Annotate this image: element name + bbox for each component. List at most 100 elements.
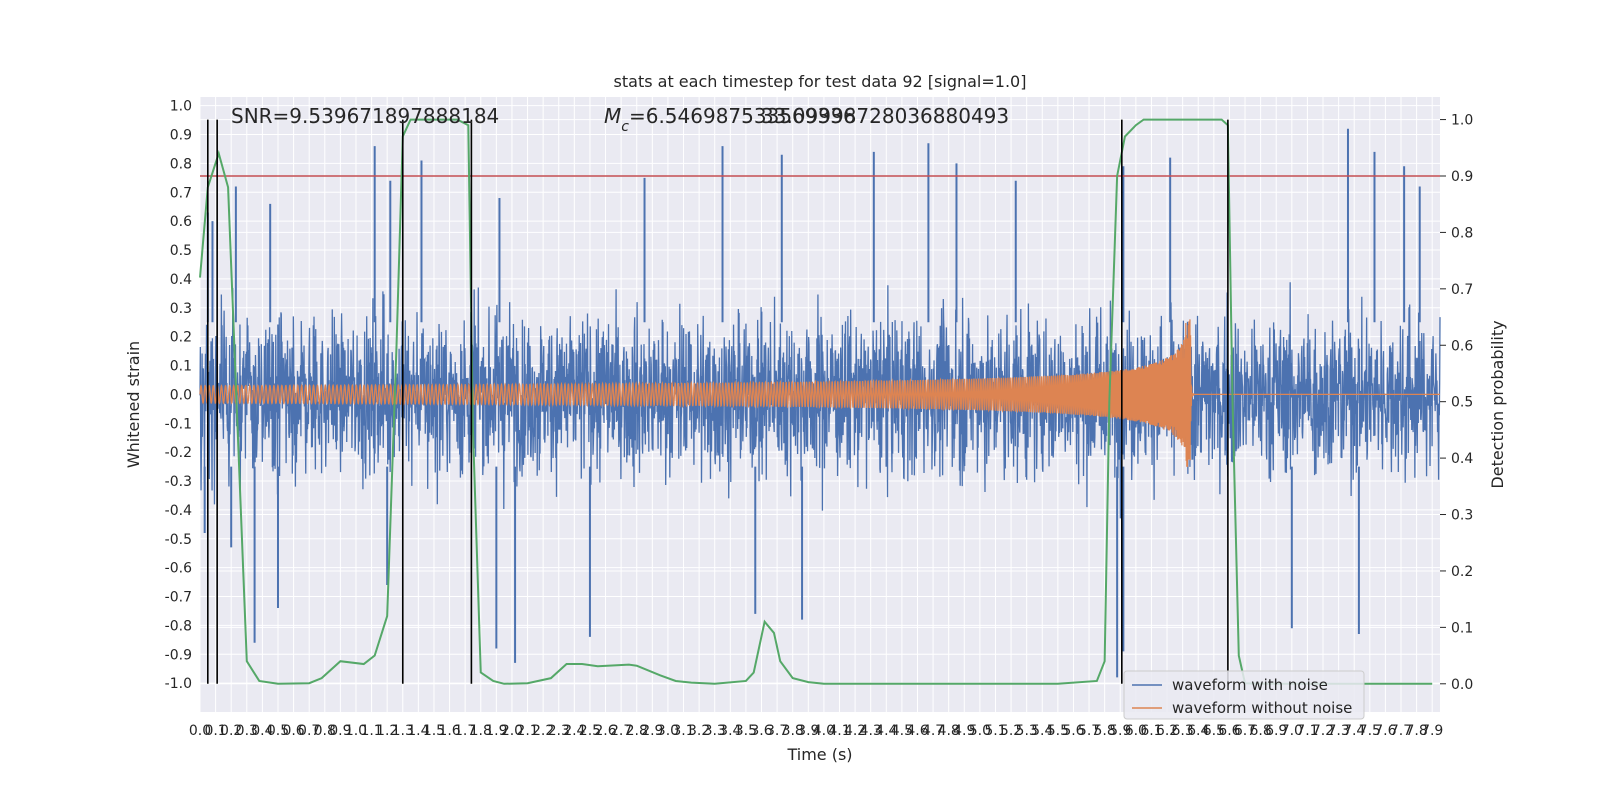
x-tick-label: 5.6 bbox=[1062, 723, 1084, 739]
x-tick-label: 7.7 bbox=[1390, 723, 1412, 739]
y-right-tick-label: 0.1 bbox=[1451, 620, 1473, 636]
x-tick-label: 0.7 bbox=[298, 723, 320, 739]
probability-series bbox=[199, 118, 1433, 685]
x-tick-label: 1.5 bbox=[423, 723, 445, 739]
x-tick-label: 7.6 bbox=[1374, 723, 1396, 739]
x-tick-label: 5.9 bbox=[1109, 723, 1131, 739]
x-tick-label: 6.5 bbox=[1203, 723, 1225, 739]
x-tick-label: 2.6 bbox=[594, 723, 616, 739]
y-tick-label: 0.0 bbox=[170, 387, 192, 403]
x-tick-label: 7.5 bbox=[1359, 723, 1381, 739]
x-tick-label: 0.4 bbox=[251, 723, 273, 739]
x-tick-label: 4.6 bbox=[906, 723, 928, 739]
x-tick-label: 1.6 bbox=[438, 723, 460, 739]
x-tick-label: 0.1 bbox=[204, 723, 226, 739]
y-tick-label: -0.7 bbox=[165, 590, 192, 606]
y-tick-label: 0.1 bbox=[170, 359, 192, 375]
x-tick-label: 7.3 bbox=[1327, 723, 1349, 739]
x-tick-label: 0.8 bbox=[314, 723, 336, 739]
mc-subscript: c bbox=[621, 119, 629, 135]
y-tick-label: -0.9 bbox=[165, 647, 192, 663]
x-tick-label: 6.2 bbox=[1156, 723, 1178, 739]
y-tick-label: -0.8 bbox=[165, 618, 192, 634]
y-tick-label: 0.9 bbox=[170, 128, 192, 144]
y-tick-label: 0.3 bbox=[170, 301, 192, 317]
detection-probability-line bbox=[199, 118, 1433, 685]
x-tick-label: 0.9 bbox=[329, 723, 351, 739]
y-right-tick-label: 1.0 bbox=[1451, 113, 1473, 129]
y-tick-label: -0.2 bbox=[165, 445, 192, 461]
x-tick-label: 2.8 bbox=[626, 723, 648, 739]
x-tick-label: 4.5 bbox=[891, 723, 913, 739]
x-tick-label: 0.6 bbox=[282, 723, 304, 739]
x-tick-label: 7.2 bbox=[1312, 723, 1334, 739]
x-tick-label: 2.9 bbox=[641, 723, 663, 739]
x-tick-label: 7.0 bbox=[1281, 723, 1303, 739]
x-tick-label: 1.9 bbox=[485, 723, 507, 739]
x-tick-label: 5.0 bbox=[969, 723, 991, 739]
x-tick-label: 3.2 bbox=[688, 723, 710, 739]
x-tick-label: 3.3 bbox=[704, 723, 726, 739]
x-tick-label: 5.3 bbox=[1016, 723, 1038, 739]
x-tick-label: 5.5 bbox=[1047, 723, 1069, 739]
y-right-tick-label: 0.0 bbox=[1451, 677, 1473, 693]
noise-series bbox=[199, 128, 1441, 678]
y-right-tick-label: 0.3 bbox=[1451, 508, 1473, 524]
x-tick-label: 2.7 bbox=[610, 723, 632, 739]
y-axis-label-right: Detection probability bbox=[1488, 320, 1507, 488]
y-tick-label: 1.0 bbox=[170, 99, 192, 115]
x-tick-label: 4.9 bbox=[953, 723, 975, 739]
y-tick-label: 0.7 bbox=[170, 185, 192, 201]
chart-title: stats at each timestep for test data 92 … bbox=[614, 72, 1027, 91]
x-tick-label: 6.6 bbox=[1218, 723, 1240, 739]
mc-symbol: M bbox=[604, 104, 621, 128]
y-tick-label: -0.4 bbox=[165, 503, 192, 519]
x-tick-label: 5.7 bbox=[1078, 723, 1100, 739]
x-tick-label: 0.3 bbox=[236, 723, 258, 739]
x-tick-label: 2.5 bbox=[579, 723, 601, 739]
x-tick-label: 2.0 bbox=[501, 723, 523, 739]
x-tick-label: 4.3 bbox=[860, 723, 882, 739]
x-tick-label: 7.9 bbox=[1421, 723, 1443, 739]
y-tick-label: 0.4 bbox=[170, 272, 192, 288]
x-tick-label: 6.4 bbox=[1187, 723, 1209, 739]
x-tick-label: 4.8 bbox=[938, 723, 960, 739]
x-tick-label: 7.1 bbox=[1296, 723, 1318, 739]
x-tick-label: 2.2 bbox=[532, 723, 554, 739]
x-tick-label: 4.2 bbox=[844, 723, 866, 739]
x-tick-label: 5.2 bbox=[1000, 723, 1022, 739]
x-tick-label: 1.4 bbox=[407, 723, 429, 739]
x-tick-label: 6.0 bbox=[1125, 723, 1147, 739]
y-right-tick-label: 0.9 bbox=[1451, 169, 1473, 185]
x-tick-label: 6.1 bbox=[1140, 723, 1162, 739]
y-right-tick-label: 0.2 bbox=[1451, 564, 1473, 580]
x-tick-label: 6.7 bbox=[1234, 723, 1256, 739]
x-tick-label: 4.1 bbox=[828, 723, 850, 739]
x-tick-label: 3.9 bbox=[797, 723, 819, 739]
y-tick-label: 0.6 bbox=[170, 214, 192, 230]
x-tick-label: 2.1 bbox=[516, 723, 538, 739]
y-tick-label: 0.8 bbox=[170, 156, 192, 172]
legend: waveform with noise waveform without noi… bbox=[1123, 670, 1365, 720]
x-tick-label: 4.4 bbox=[875, 723, 897, 739]
x-tick-label: 1.1 bbox=[360, 723, 382, 739]
legend-label-noise: waveform with noise bbox=[1172, 676, 1328, 694]
x-tick-label: 4.7 bbox=[922, 723, 944, 739]
x-tick-label: 3.4 bbox=[719, 723, 741, 739]
x-tick-label: 1.0 bbox=[345, 723, 367, 739]
x-tick-label: 3.7 bbox=[766, 723, 788, 739]
x-axis-label: Time (s) bbox=[786, 745, 852, 764]
y-right-tick-label: 0.5 bbox=[1451, 395, 1473, 411]
x-tick-label: 0.2 bbox=[220, 723, 242, 739]
y-tick-label: 0.5 bbox=[170, 243, 192, 259]
x-tick-label: 1.8 bbox=[470, 723, 492, 739]
mc-overlap-annotation: 33.09998728036880493 bbox=[761, 104, 1009, 128]
x-tick-label: 6.8 bbox=[1249, 723, 1271, 739]
y-right-tick-label: 0.7 bbox=[1451, 282, 1473, 298]
snr-annotation: SNR=9.539671897888184 bbox=[231, 104, 499, 128]
x-tick-label: 6.9 bbox=[1265, 723, 1287, 739]
x-tick-label: 6.3 bbox=[1172, 723, 1194, 739]
x-tick-label: 3.0 bbox=[657, 723, 679, 739]
x-tick-label: 5.4 bbox=[1031, 723, 1053, 739]
